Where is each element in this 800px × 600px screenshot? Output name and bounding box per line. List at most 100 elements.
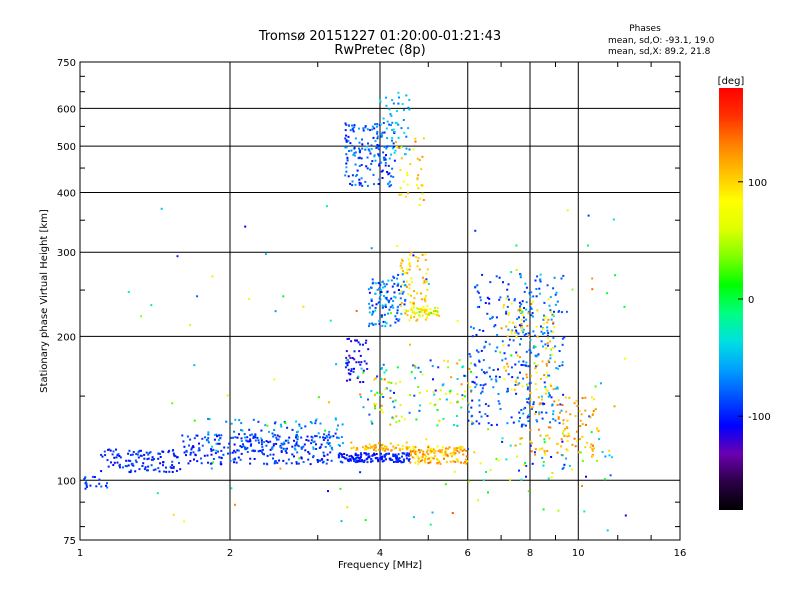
data-point [430,450,433,453]
data-point [487,422,490,425]
data-point [418,307,421,310]
data-point [407,293,410,296]
data-point [565,448,568,451]
data-point [170,467,173,469]
data-point [294,448,297,451]
data-point [400,267,403,270]
data-point [345,166,348,169]
data-point [560,454,563,456]
data-point [130,469,133,472]
data-point [146,458,149,461]
data-point [589,416,592,419]
data-point [325,462,328,465]
data-point [379,394,382,396]
data-point [312,446,315,449]
data-point [496,334,499,336]
data-point [91,475,94,478]
data-point [218,434,220,437]
data-point [483,346,486,349]
data-point [392,128,395,131]
data-point [447,455,449,458]
data-point [246,440,249,443]
data-point [406,183,409,186]
data-point [250,443,253,446]
data-point [495,380,498,383]
data-point [419,460,422,463]
data-point [310,439,313,442]
data-point [531,408,533,410]
data-point [543,450,546,452]
data-point [557,509,560,512]
x-tick-label: 6 [465,548,471,559]
data-point [391,459,394,461]
data-point [379,100,382,103]
data-point [380,452,382,455]
data-point [414,137,417,140]
data-point [435,314,438,317]
data-point [360,367,363,370]
data-point [478,359,480,362]
data-point [376,123,379,125]
data-point [606,292,609,295]
data-point [505,297,508,300]
data-point [401,455,403,458]
data-point [465,450,468,452]
data-point [414,446,417,449]
data-point [591,413,594,416]
data-point [382,122,385,124]
data-point [385,283,388,286]
data-point [474,364,477,367]
data-point [233,449,236,452]
data-point [300,446,303,449]
data-point [535,325,538,328]
data-point [518,324,521,327]
data-point [408,411,411,414]
data-point [364,342,367,344]
data-point [311,436,314,439]
data-point [207,433,210,436]
data-point [449,389,452,392]
data-point [422,282,425,285]
data-point [189,451,192,454]
data-point [314,419,317,422]
data-point [377,282,380,285]
data-point [111,453,114,456]
data-point [520,323,523,325]
data-point [349,182,352,185]
data-point [526,324,529,327]
data-point [516,455,519,458]
data-point [384,455,386,458]
data-point [267,441,270,444]
data-point [193,419,196,422]
data-point [387,452,390,455]
data-point [423,311,426,314]
data-point [312,455,315,457]
data-point [396,309,399,312]
data-point [398,457,401,460]
data-point [546,284,549,287]
data-point [390,175,393,178]
data-point [413,302,415,305]
data-point [322,439,325,441]
data-point [382,447,385,450]
data-point [364,519,367,522]
data-point [263,462,265,465]
data-point [405,285,408,288]
data-point [485,471,487,473]
data-point [379,288,381,290]
data-point [129,454,132,456]
data-point [456,393,459,396]
data-point [388,157,391,160]
data-point [399,460,402,463]
data-point [510,330,513,333]
data-point [272,457,274,460]
data-point [389,459,392,461]
data-point [217,439,220,441]
data-point [426,288,429,291]
data-point [429,447,432,450]
x-tick-label: 10 [572,548,585,559]
data-point [350,454,353,457]
data-point [220,456,223,459]
data-point [130,462,133,465]
